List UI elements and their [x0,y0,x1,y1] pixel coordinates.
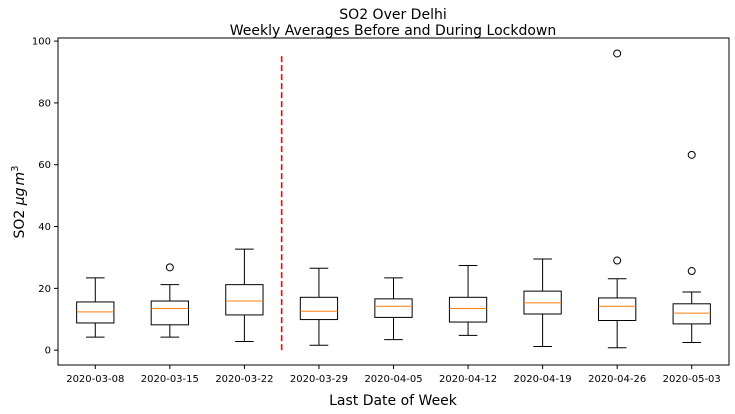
x-tick-label: 2020-04-05 [364,374,422,385]
y-axis-label-g: g [12,187,28,196]
outlier-point [165,263,174,272]
chart-subtitle: Weekly Averages Before and During Lockdo… [230,23,556,39]
x-tick-label: 2020-03-29 [290,374,348,385]
x-tick-label: 2020-03-15 [141,374,199,385]
x-tick-label: 2020-03-22 [215,374,273,385]
x-tick-label: 2020-04-26 [588,374,646,385]
chart-title: SO2 Over Delhi [339,7,446,23]
y-axis-label-m: m [12,172,28,186]
outlier-point [613,49,622,58]
x-tick-label: 2020-04-19 [514,374,572,385]
outlier-point [687,267,696,276]
x-tick-label: 2020-05-03 [663,374,721,385]
box-iqr [598,297,637,321]
y-axis-label-mu: μ [12,196,28,206]
y-tick-label: 80 [38,98,51,109]
x-axis-label: Last Date of Week [329,393,458,409]
box-iqr [299,296,339,321]
axes-frame [57,37,730,366]
outlier-point [687,150,696,159]
box-iqr [374,298,413,318]
box-iqr [76,301,115,324]
outlier-point [613,256,622,265]
x-tick-label: 2020-04-12 [439,374,497,385]
y-tick-label: 20 [38,284,51,295]
box-iqr [225,284,264,316]
box-iqr [448,296,488,323]
y-axis-label-main: SO2 [12,205,28,238]
box-iqr [150,300,189,326]
y-tick-label: 0 [45,346,51,357]
y-tick-label: 40 [38,222,51,233]
y-axis-label-exp: 3 [10,165,21,171]
plot-area: 0 20 40 60 80 100 2020-03-08 2020-03-15 2020-03-… [32,37,721,385]
y-axis-label: SO2 μgm3 [10,165,28,238]
y-tick-label: 60 [38,160,51,171]
x-tick-label: 2020-03-08 [66,374,124,385]
y-tick-label: 100 [32,37,51,48]
box-iqr [672,303,711,325]
